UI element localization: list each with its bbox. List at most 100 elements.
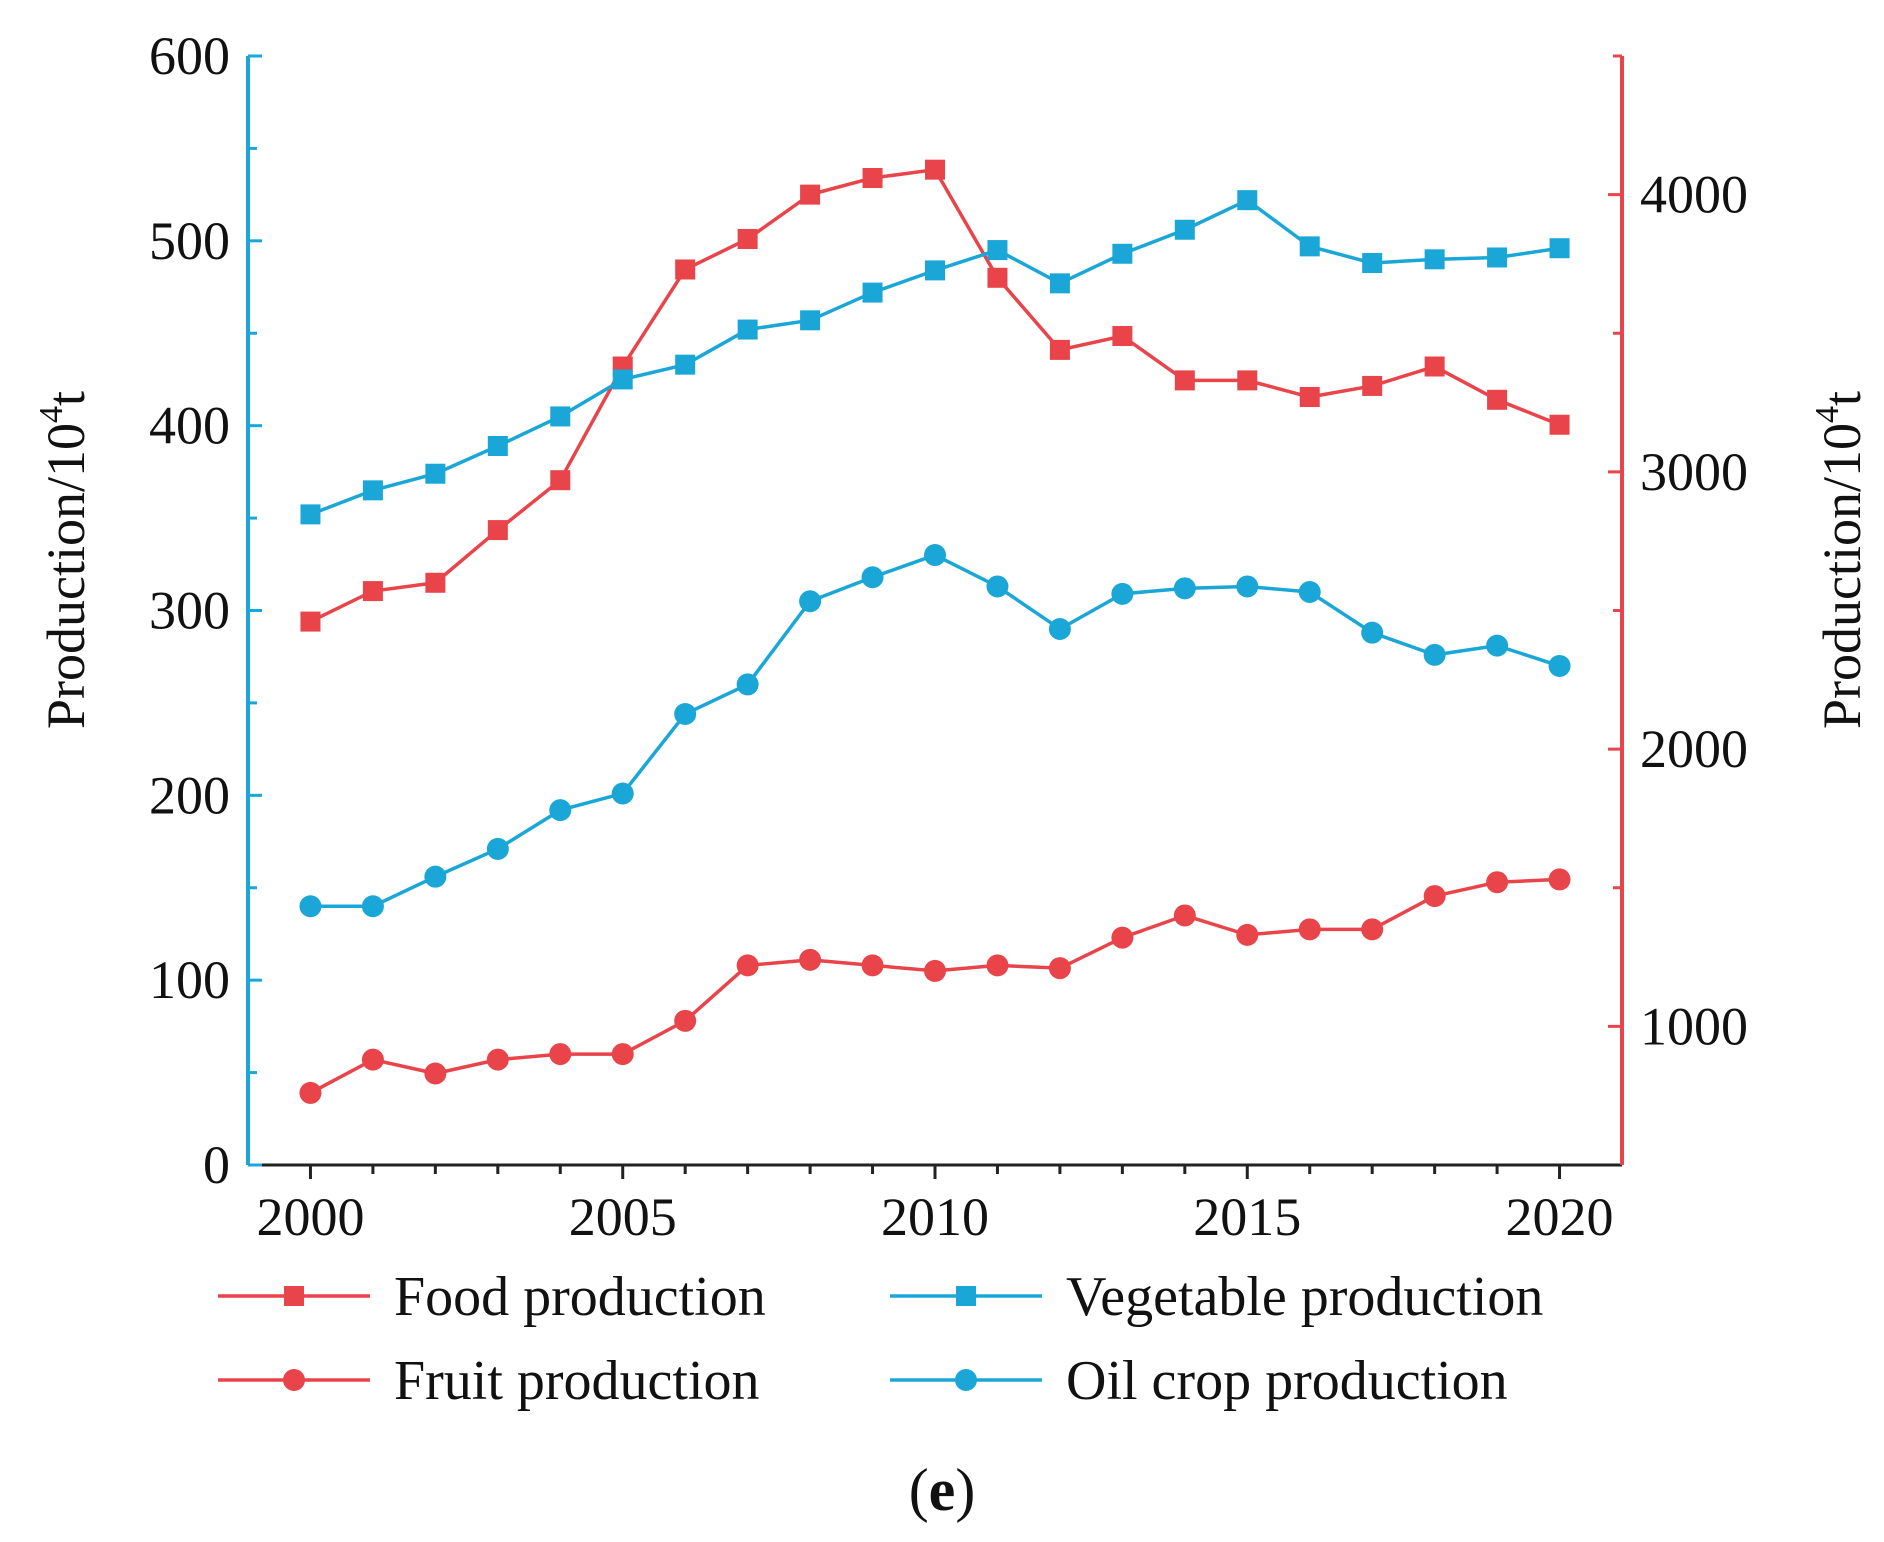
data-point-food-production bbox=[1299, 387, 1320, 408]
legend: Food production Vegetable production Fruit… bbox=[218, 1266, 1543, 1412]
data-point-vegetable-production bbox=[675, 354, 696, 375]
series-oil-crop-production bbox=[299, 544, 1571, 918]
data-point-food-production bbox=[550, 470, 571, 491]
series-layer bbox=[299, 159, 1571, 1104]
legend-item-vegetable-production: Vegetable production bbox=[890, 1266, 1543, 1328]
legend-item-oil-crop-production: Oil crop production bbox=[890, 1350, 1508, 1412]
legend-label-oil-crop-production: Oil crop production bbox=[1066, 1350, 1508, 1412]
data-point-oil-crop-production bbox=[1173, 577, 1196, 600]
data-point-food-production bbox=[675, 259, 696, 280]
data-point-oil-crop-production bbox=[1048, 617, 1071, 640]
legend-marker-fruit-production bbox=[283, 1369, 305, 1391]
data-point-fruit-production bbox=[299, 1081, 322, 1104]
data-point-food-production bbox=[1362, 375, 1383, 396]
data-point-fruit-production bbox=[1548, 868, 1571, 891]
y-left-tick-label: 0 bbox=[203, 1135, 230, 1195]
data-point-food-production bbox=[1487, 389, 1508, 410]
data-point-food-production bbox=[1237, 370, 1258, 391]
data-point-fruit-production bbox=[861, 954, 884, 977]
data-point-vegetable-production bbox=[1049, 273, 1070, 294]
data-point-fruit-production bbox=[1236, 923, 1259, 946]
data-point-oil-crop-production bbox=[986, 575, 1009, 598]
data-point-food-production bbox=[425, 572, 446, 593]
y-left-axis-title: Production/104t bbox=[33, 391, 96, 729]
data-point-oil-crop-production bbox=[1298, 581, 1321, 604]
data-point-vegetable-production bbox=[1299, 236, 1320, 257]
data-point-food-production bbox=[862, 167, 883, 188]
data-point-fruit-production bbox=[486, 1048, 509, 1071]
y-right-tick-label: 1000 bbox=[1640, 996, 1748, 1056]
data-point-food-production bbox=[362, 581, 383, 602]
legend-label-vegetable-production: Vegetable production bbox=[1066, 1266, 1543, 1328]
data-point-fruit-production bbox=[1298, 918, 1321, 941]
data-point-food-production bbox=[300, 611, 321, 632]
data-point-food-production bbox=[1174, 370, 1195, 391]
data-point-food-production bbox=[1424, 356, 1445, 377]
data-point-vegetable-production bbox=[1237, 190, 1258, 211]
data-point-fruit-production bbox=[1423, 885, 1446, 908]
data-point-fruit-production bbox=[986, 954, 1009, 977]
data-point-vegetable-production bbox=[1549, 238, 1570, 259]
data-point-vegetable-production bbox=[487, 435, 508, 456]
x-tick-label: 2005 bbox=[569, 1187, 677, 1247]
data-point-vegetable-production bbox=[300, 504, 321, 525]
data-point-oil-crop-production bbox=[1111, 582, 1134, 605]
data-point-fruit-production bbox=[736, 954, 759, 977]
legend-label-fruit-production: Fruit production bbox=[394, 1350, 760, 1412]
legend-item-food-production: Food production bbox=[218, 1266, 766, 1328]
data-point-oil-crop-production bbox=[486, 837, 509, 860]
data-point-fruit-production bbox=[799, 948, 822, 971]
data-point-food-production bbox=[487, 520, 508, 541]
data-point-oil-crop-production bbox=[549, 799, 572, 822]
legend-marker-oil-crop-production bbox=[955, 1369, 977, 1391]
legend-marker-vegetable-production bbox=[956, 1286, 976, 1306]
data-point-fruit-production bbox=[424, 1062, 447, 1085]
data-point-vegetable-production bbox=[1424, 249, 1445, 270]
data-point-vegetable-production bbox=[1362, 253, 1383, 274]
data-point-fruit-production bbox=[1111, 926, 1134, 949]
data-point-oil-crop-production bbox=[1486, 634, 1509, 657]
y-left-tick-label: 300 bbox=[149, 581, 230, 641]
data-point-oil-crop-production bbox=[861, 566, 884, 589]
y-right-tick-label: 2000 bbox=[1640, 719, 1748, 779]
data-point-oil-crop-production bbox=[1236, 575, 1259, 598]
data-point-vegetable-production bbox=[1112, 243, 1133, 264]
data-point-fruit-production bbox=[674, 1009, 697, 1032]
data-point-vegetable-production bbox=[737, 319, 758, 340]
legend-marker-food-production bbox=[284, 1286, 304, 1306]
y-left-tick-label: 400 bbox=[149, 396, 230, 456]
series-fruit-production bbox=[299, 868, 1571, 1104]
data-point-fruit-production bbox=[1361, 918, 1384, 941]
data-point-vegetable-production bbox=[425, 463, 446, 484]
data-point-vegetable-production bbox=[362, 480, 383, 501]
y-right-tick-label: 4000 bbox=[1640, 165, 1748, 225]
y-left-tick-label: 600 bbox=[149, 26, 230, 86]
data-point-oil-crop-production bbox=[1423, 643, 1446, 666]
data-point-vegetable-production bbox=[862, 282, 883, 303]
data-point-vegetable-production bbox=[987, 240, 1008, 261]
data-point-fruit-production bbox=[611, 1043, 634, 1066]
legend-label-food-production: Food production bbox=[394, 1266, 766, 1328]
axes: 2000 2005 2010 2015 2020 0 100 200 300 400 500 600 1… bbox=[149, 26, 1748, 1247]
data-point-food-production bbox=[1549, 414, 1570, 435]
y-left-tick-label: 100 bbox=[149, 950, 230, 1010]
series-food-production bbox=[300, 159, 1570, 632]
data-point-vegetable-production bbox=[612, 369, 633, 390]
y-right-axis-title: Production/104t bbox=[1809, 391, 1872, 729]
data-point-oil-crop-production bbox=[736, 673, 759, 696]
data-point-vegetable-production bbox=[1487, 247, 1508, 268]
data-point-oil-crop-production bbox=[1548, 654, 1571, 677]
y-left-tick-label: 500 bbox=[149, 211, 230, 271]
data-point-fruit-production bbox=[1486, 871, 1509, 894]
data-point-food-production bbox=[925, 159, 945, 180]
data-point-vegetable-production bbox=[1174, 219, 1195, 240]
y-left-tick-label: 200 bbox=[149, 765, 230, 825]
data-point-food-production bbox=[737, 228, 758, 249]
data-point-oil-crop-production bbox=[424, 865, 447, 888]
data-point-oil-crop-production bbox=[611, 782, 634, 805]
x-tick-label: 2020 bbox=[1506, 1187, 1614, 1247]
data-point-fruit-production bbox=[1048, 957, 1071, 980]
data-point-oil-crop-production bbox=[361, 895, 384, 918]
data-point-fruit-production bbox=[361, 1048, 384, 1071]
